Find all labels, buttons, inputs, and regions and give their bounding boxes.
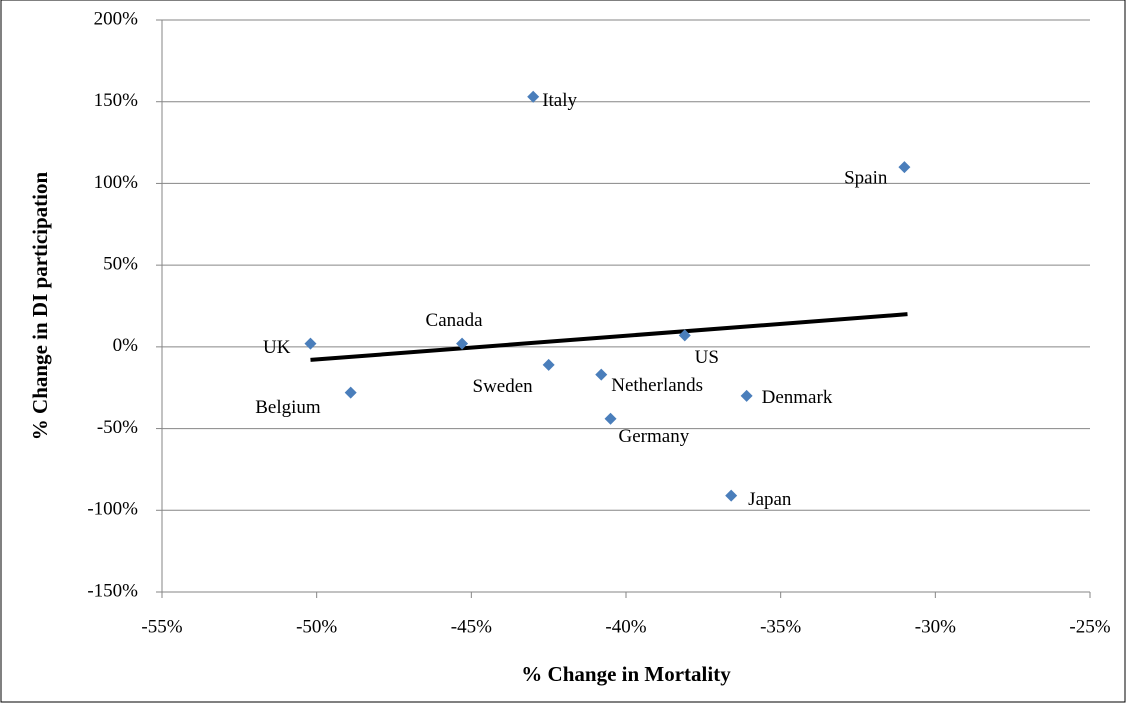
y-tick-label: 50% [103,254,138,275]
point-label: Sweden [473,376,534,397]
point-label: Belgium [255,397,321,418]
y-tick-label: -150% [87,580,138,601]
y-tick-label: 200% [94,8,139,29]
point [725,489,738,502]
y-tick-label: 150% [94,90,139,111]
y-tick-label: 100% [94,172,139,193]
x-tick-label: -55% [141,616,182,637]
point-label: Japan [748,489,792,510]
point [898,161,911,174]
y-tick-label: -100% [87,499,138,520]
point-label: Spain [844,167,888,188]
point [542,358,555,371]
point-label: Germany [619,426,690,447]
x-axis-title: % Change in Mortality [521,662,731,686]
y-axis-title: % Change in DI participation [28,172,52,441]
x-tick-label: -40% [605,616,646,637]
point [344,386,357,399]
point-label: US [695,347,719,368]
point [456,337,469,350]
point [678,329,691,342]
point-label: UK [263,337,291,358]
x-tick-label: -25% [1069,616,1110,637]
point-label: Netherlands [611,375,703,396]
point-label: Canada [426,310,484,331]
point [527,90,540,103]
x-tick-label: -50% [296,616,337,637]
x-tick-label: -35% [760,616,801,637]
point [740,389,753,402]
y-tick-label: -50% [97,417,138,438]
point-label: Denmark [762,387,833,408]
y-tick-label: 0% [113,335,139,356]
point-label: Italy [542,90,577,111]
x-tick-label: -30% [915,616,956,637]
x-tick-label: -45% [451,616,492,637]
point [595,368,608,381]
trend-line [310,312,908,362]
point [304,337,317,350]
point [604,412,617,425]
